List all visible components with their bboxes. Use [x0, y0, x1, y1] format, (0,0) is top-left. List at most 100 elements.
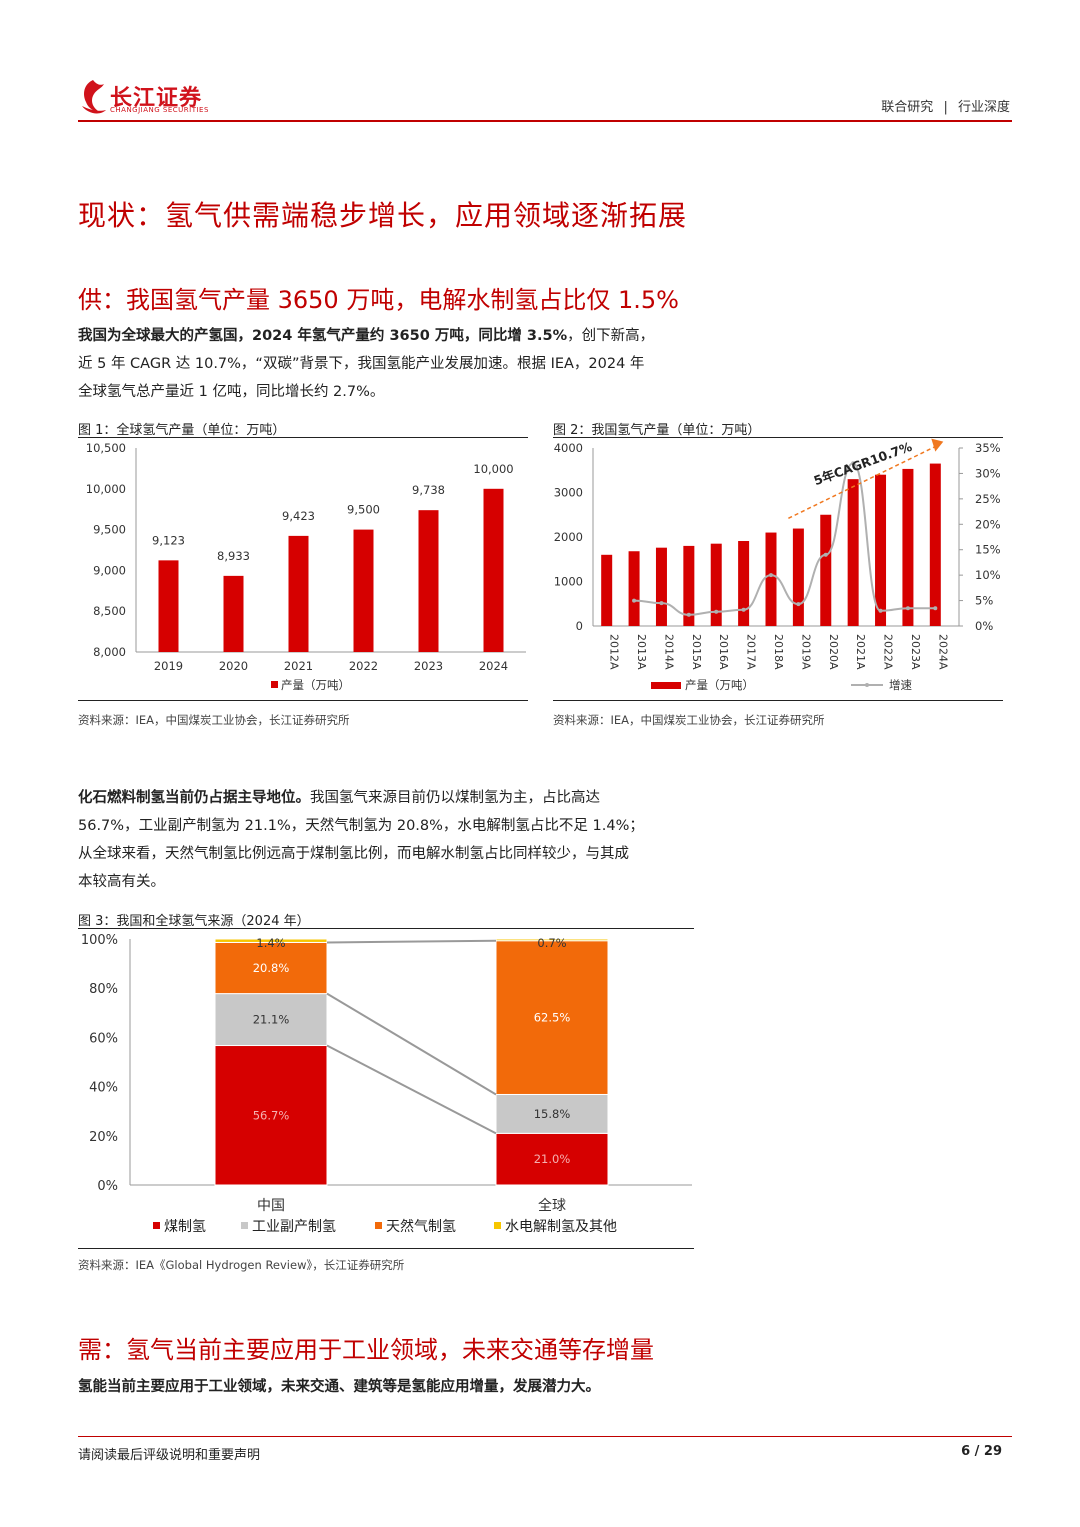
fig2-right-tick-label: 20% [975, 517, 1001, 531]
fig2-xtick-label: 2016A [717, 634, 730, 670]
fig2-growth-point [905, 606, 910, 611]
fig2-title: 图 2：我国氢气产量（单位：万吨） [553, 423, 761, 438]
fig1-legend-swatch [271, 681, 278, 688]
fig2-growth-line [634, 462, 936, 616]
fig3-connector-line [326, 1044, 497, 1135]
supply-para-text-2: 近 5 年 CAGR 达 10.7%，“双碳”背景下，我国氢能产业发展加速。根据… [78, 356, 645, 372]
fig2-left-tick-label: 0 [576, 619, 583, 633]
fig2-left-tick-label: 2000 [554, 530, 583, 544]
fig1-value-label: 8,933 [217, 549, 250, 563]
fig2-right-tick-label: 35% [975, 441, 1001, 455]
fig2-xtick-label: 2020A [827, 634, 840, 670]
fig2-chart: 0 1000 2000 3000 4000 0% 5% 10% 15% 20% 25% 30% 35% 2… [554, 438, 1001, 692]
fig3-legend-swatch [241, 1222, 248, 1229]
fig1-value-label: 9,500 [347, 503, 380, 517]
fig2-right-tick-label: 15% [975, 543, 1001, 557]
fig2-bar [820, 514, 832, 626]
fig1-title: 图 1：全球氢气产量（单位：万吨） [78, 423, 286, 438]
fig2-xtick-label: 2012A [608, 634, 621, 670]
fig1-xtick-label: 2022 [349, 659, 378, 673]
fig2-bar [875, 474, 887, 626]
fig2-xtick-label: 2024A [936, 634, 949, 670]
supply-para-bold: 我国为全球最大的产氢国，2024 年氢气产量约 3650 万吨，同比增 3.5% [78, 328, 568, 344]
fig2-left-tick-label: 1000 [554, 575, 583, 589]
fig2-legend-line-point [865, 683, 869, 687]
fig1-xtick-label: 2019 [154, 659, 183, 673]
supply-heading: 供：我国氢气产量 3650 万吨，电解水制氢占比仅 1.5% [78, 286, 679, 314]
report-type: 联合研究 [881, 100, 934, 115]
fig2-legend-line-label: 增速 [889, 678, 912, 692]
fig3-source: 资料来源：IEA《Global Hydrogen Review》，长江证券研究所 [78, 1258, 405, 1272]
fossil-para-bold: 化石燃料制氢当前仍占据主导地位。 [78, 790, 310, 806]
fig2-growth-point [823, 552, 828, 557]
fig3-legend-label: 天然气制氢 [386, 1218, 456, 1235]
fig2-bar [601, 554, 613, 626]
fig2-rule-top [553, 437, 1003, 438]
fig1-bar [288, 535, 309, 652]
fig1-xtick-label: 2024 [479, 659, 508, 673]
fig1-bar [353, 529, 374, 652]
page-number: 6 / 29 [961, 1444, 1002, 1459]
fig1-ytick-label: 10,000 [86, 482, 126, 496]
fig1-rule-top [78, 437, 528, 438]
fig1-bar [223, 575, 244, 652]
fig2-source: 资料来源：IEA，中国煤炭工业协会，长江证券研究所 [553, 713, 825, 727]
fig3-segment-label: 1.4% [256, 936, 285, 950]
fig1-value-label: 9,738 [412, 483, 445, 497]
logo [78, 76, 108, 120]
fig3-segment-label: 56.7% [253, 1108, 290, 1122]
fig2-growth-point [659, 601, 664, 606]
fig3-legend-label: 水电解制氢及其他 [505, 1219, 617, 1235]
fig2-growth-point [796, 602, 801, 607]
fig2-xtick-label: 2022A [882, 634, 895, 670]
fig3-segment [495, 938, 609, 942]
fig3-rule-bottom [78, 1248, 694, 1249]
fig2-xtick-label: 2023A [909, 634, 922, 670]
fig2-xtick-label: 2017A [745, 634, 758, 670]
fig2-xtick-label: 2013A [635, 634, 648, 670]
fig2-xtick-label: 2014A [662, 634, 675, 670]
fig3-ytick-label: 40% [89, 1081, 118, 1096]
fig2-growth-point [933, 606, 938, 611]
fig2-growth-point [851, 461, 856, 466]
fig1-bar [158, 560, 179, 652]
fig3-ytick-label: 0% [97, 1179, 118, 1194]
fig3-legend-swatch [153, 1222, 160, 1229]
fig1-ytick-label: 10,500 [86, 441, 126, 455]
fig2-bar [765, 532, 777, 626]
fig2-right-tick-label: 10% [975, 568, 1001, 582]
fig3-segment-label: 0.7% [537, 936, 566, 950]
fig1-legend-label: 产量（万吨） [281, 678, 350, 692]
supply-paragraph: 我国为全球最大的产氢国，2024 年氢气产量约 3650 万吨，同比增 3.5%… [78, 322, 698, 406]
fig2-left-tick-label: 3000 [554, 486, 583, 500]
fig3-segment-label: 21.0% [534, 1152, 571, 1166]
fig3-ytick-label: 80% [89, 982, 118, 997]
fig2-xtick-label: 2019A [799, 634, 812, 670]
fig3-xtick-label: 全球 [538, 1197, 566, 1214]
fig2-bar [628, 551, 640, 626]
fig1-value-label: 9,123 [152, 533, 185, 547]
fig1-xtick-label: 2021 [284, 659, 313, 673]
fig2-xtick-label: 2018A [772, 634, 785, 670]
fig1-chart: 8,000 8,500 9,000 9,500 10,000 10,500 9,123 201… [86, 441, 526, 692]
fig2-right-tick-label: 25% [975, 492, 1001, 506]
report-category: 行业深度 [957, 100, 1010, 115]
fig2-bar [710, 543, 722, 626]
fig3-segment-label: 21.1% [253, 1013, 290, 1027]
fig2-bar [902, 468, 914, 626]
fig3-segment [214, 941, 328, 995]
fig1-ytick-label: 9,000 [93, 563, 126, 577]
fig2-bar [655, 547, 667, 626]
fig2-right-tick-label: 5% [975, 594, 993, 608]
fig1-xtick-label: 2023 [414, 659, 443, 673]
fig3-chart: 0% 20% 40% 60% 80% 100% 56.7% 21.1% 20.8% 1.4% 中国 2… [81, 933, 692, 1235]
brand-name: 长江证券 [110, 86, 203, 111]
fig2-xtick-label: 2015A [690, 634, 703, 670]
fig3-legend-swatch [494, 1222, 501, 1229]
fig3-segment-label: 15.8% [534, 1107, 571, 1121]
supply-para-text-3: 全球氢气总产量近 1 亿吨，同比增长约 2.7%。 [78, 384, 385, 400]
fig3-segment-label: 62.5% [534, 1011, 571, 1025]
fig2-right-tick-label: 30% [975, 466, 1001, 480]
fig3-legend-swatch [375, 1222, 382, 1229]
fig3-xtick-label: 中国 [257, 1198, 285, 1214]
